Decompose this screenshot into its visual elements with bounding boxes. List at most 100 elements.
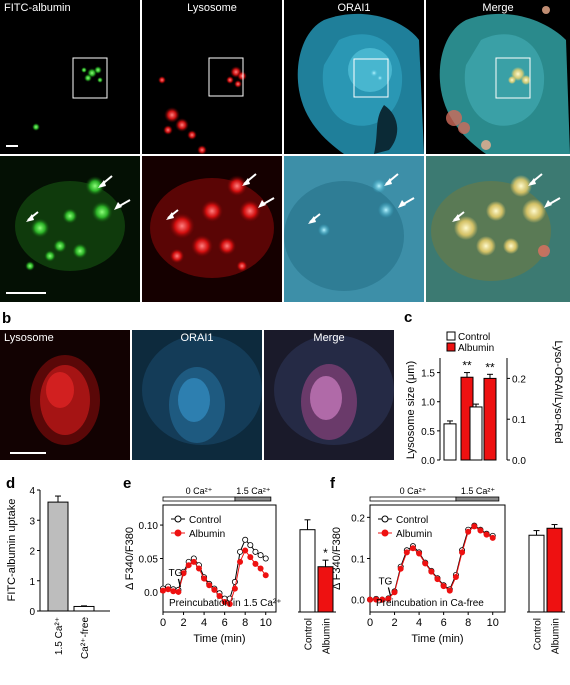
f-ca-label: 1.5 Ca²⁺ [461,486,496,496]
f-point-albumin [366,596,373,603]
e-point-albumin [159,587,166,594]
e-xlabel: Time (min) [193,633,245,645]
e-legend-control-marker [174,515,182,523]
e-point-albumin [170,588,177,595]
e-y-tick-label: 0.0 [144,588,158,599]
f-ca-bar [455,496,500,502]
e-point-albumin [242,547,249,554]
e-point-albumin [216,592,223,599]
f-y-tick-label: 0.2 [351,513,365,524]
f-point-albumin [489,534,496,541]
merge-image: Merge [426,0,570,154]
b-orai1-image: ORAI1 [132,330,262,460]
f-tg-label: TG [378,576,392,587]
e-summary-category: Albumin [322,618,333,654]
f-x-tick-label: 2 [391,617,397,629]
e-x-tick-label: 0 [160,617,166,629]
e-point-albumin [237,558,244,565]
d-bar-ca-free [73,605,95,612]
d-ylabel: FITC-albumin uptake [6,499,18,602]
c-left-tick-label: 1.5 [421,369,435,380]
f-point-albumin [434,576,441,583]
f-point-albumin [403,549,410,556]
d-bar-1-5-ca [47,501,69,612]
c-left-tick-label: 1.0 [421,398,435,409]
f-point-albumin [446,587,453,594]
f-legend-control-marker [381,515,389,523]
c-bar-albumin [483,377,497,461]
c-left-tick-label: 0.5 [421,427,435,438]
b-title-merge: Merge [313,332,345,344]
e-ylabel: Δ F340/F380 [124,527,136,590]
e-summary-category: Control [304,618,315,650]
e-tg-arrow [177,578,181,588]
e-point-albumin [211,586,218,593]
e-point-albumin [165,586,172,593]
f-ylabel: Δ F340/F380 [331,527,343,590]
c-right-tick-label: 0.2 [512,374,526,385]
c-ylabel-right: Lyso-ORAI/Lyso-Red [552,340,564,443]
f-point-albumin [459,549,466,556]
f-annotation: Preincubation in Ca-free [376,598,484,609]
f-point-albumin [452,574,459,581]
f-legend-albumin: Albumin [396,529,432,540]
panel-d-label: d [6,475,15,492]
f-point-albumin [477,527,484,534]
d-category-label: Ca²⁺-free [80,617,91,659]
e-point-control [242,536,249,543]
f-point-albumin [465,528,472,535]
f-x-tick-label: 8 [465,617,471,629]
f-zero-ca-bar [369,496,457,502]
fitc-albumin-image: FITC-albumin [0,0,140,154]
title-lysosome: Lysosome [187,2,237,14]
merge-zoom-image [426,156,570,302]
f-point-albumin [471,523,478,530]
f-summary-category: Albumin [551,618,562,654]
e-ca-label: 1.5 Ca²⁺ [236,486,271,496]
title-merge: Merge [482,2,514,14]
d-category-label: 1.5 Ca²⁺ [54,617,65,655]
e-point-albumin [221,598,228,605]
e-zero-ca-bar [162,496,236,502]
f-point-albumin [428,568,435,575]
e-y-tick-label: 0.10 [139,521,159,532]
f-summary-bar-albumin [546,527,563,613]
f-point-albumin [391,589,398,596]
e-point-albumin [180,570,187,577]
f-point-albumin [373,596,380,603]
c-right-tick-label: 0.1 [512,415,526,426]
lysosome-image: Lysosome [142,0,282,154]
f-zero-ca-label: 0 Ca²⁺ [400,486,427,496]
e-point-albumin [201,575,208,582]
fitc-albumin-zoom-image [0,156,140,302]
e-point-albumin [206,582,213,589]
e-point-control [247,542,254,549]
e-point-albumin [247,554,254,561]
e-legend-albumin: Albumin [189,529,225,540]
c-bar-control [469,406,483,461]
c-legend-albumin: Albumin [458,343,494,354]
lysosome-zoom-image [142,156,282,302]
d-tick-label: 0 [29,607,35,618]
c-left-tick-label: 0.0 [421,456,435,467]
panel-f-label: f [330,475,336,492]
e-point-control [237,548,244,555]
f-xlabel: Time (min) [411,633,463,645]
f-legend-control: Control [396,515,428,526]
e-legend-albumin-marker [174,529,182,537]
f-summary-category: Control [533,618,544,650]
e-point-albumin [226,600,233,607]
d-tick-label: 4 [29,486,35,497]
c-ylabel-left: Lysosome size (μm) [405,361,417,459]
f-point-albumin [397,565,404,572]
c-legend-control-swatch [446,331,456,341]
f-point-albumin [422,560,429,567]
e-x-tick-label: 2 [180,617,186,629]
c-bar-control [443,423,457,461]
orai1-zoom-image [284,156,424,302]
f-point-albumin [409,545,416,552]
e-y-tick-label: 0.05 [139,555,159,566]
title-orai1: ORAI1 [337,2,371,14]
f-point-albumin [440,583,447,590]
